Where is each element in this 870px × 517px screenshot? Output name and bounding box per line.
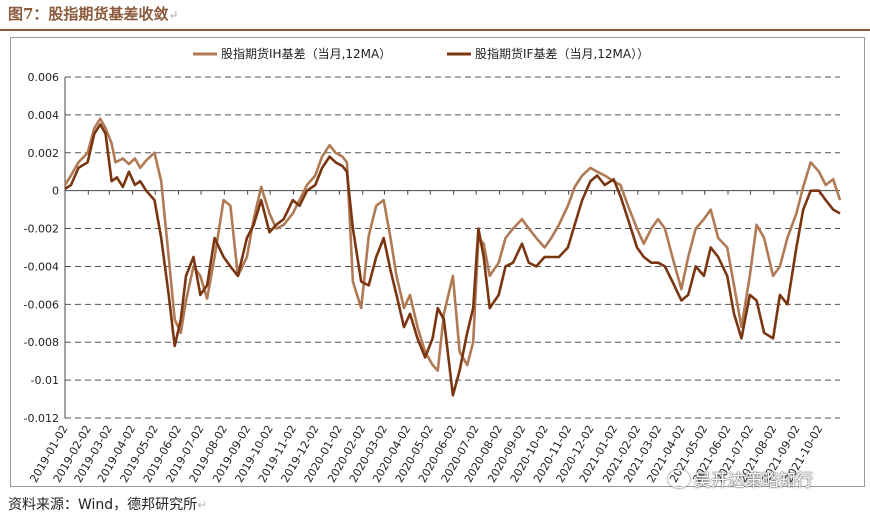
- figure-title: 图7：股指期货基差收敛↵: [8, 5, 179, 23]
- legend-label-2: 股指期货IF基差（当月,12MA））: [475, 46, 649, 61]
- y-tick-label: -0.006: [24, 298, 59, 311]
- legend: 股指期货IH基差（当月,12MA） 股指期货IF基差（当月,12MA））: [193, 46, 649, 61]
- y-tick-label: -0.004: [24, 260, 59, 273]
- y-tick-label: -0.002: [24, 223, 59, 236]
- series-line-1: [63, 117, 842, 372]
- y-tick-label: 0.004: [28, 109, 60, 122]
- y-tick-label: -0.008: [24, 336, 59, 349]
- series-layer: [63, 117, 842, 397]
- wechat-icon: [668, 470, 690, 488]
- axes: 0.006 0.004 0.002 0 -0.002 -0.004 -0.006 -0.008…: [24, 71, 840, 485]
- y-tick-label: 0.006: [28, 71, 60, 84]
- y-tick-label: -0.01: [31, 374, 59, 387]
- y-tick-label: 0.002: [28, 147, 60, 160]
- series-line-2: [64, 123, 841, 397]
- y-tick-label: -0.012: [24, 412, 59, 425]
- watermark: 吴开达策略知行: [668, 466, 813, 491]
- y-tick-label: 0: [52, 185, 59, 198]
- title-rule: [0, 29, 870, 31]
- chart-frame: [10, 37, 865, 487]
- source-note: 资料来源：Wind，德邦研究所↵: [8, 497, 208, 513]
- grid-lines: [65, 76, 840, 419]
- legend-label-1: 股指期货IH基差（当月,12MA）: [221, 46, 391, 61]
